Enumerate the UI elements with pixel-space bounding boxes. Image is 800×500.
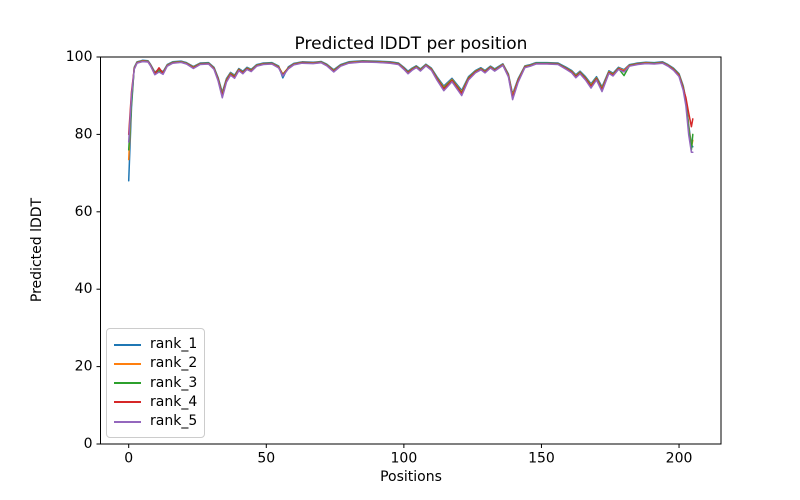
plot-border (100, 56, 722, 445)
legend-line-sample (114, 401, 141, 404)
legend-item-rank_1: rank_1 (114, 335, 198, 354)
legend-label: rank_4 (150, 393, 198, 410)
legend-item-rank_4: rank_4 (114, 393, 198, 412)
legend-label: rank_3 (150, 374, 198, 391)
legend-label: rank_5 (150, 413, 198, 429)
x-tick-label: 200 (666, 451, 693, 467)
x-tick-label: 150 (528, 451, 555, 467)
y-tick-label: 20 (75, 359, 93, 375)
legend-label: rank_1 (150, 336, 198, 352)
x-tick-label: 100 (391, 451, 418, 467)
y-tick-label: 100 (66, 49, 93, 65)
legend-item-rank_5: rank_5 (114, 412, 198, 431)
x-axis-label: Positions (380, 469, 442, 485)
legend-line-sample (114, 343, 141, 346)
y-tick-label: 0 (84, 436, 93, 452)
x-tick-label: 0 (124, 451, 133, 467)
legend-line-sample (114, 362, 141, 365)
series-line-rank_5 (127, 60, 694, 153)
legend: rank_1 rank_2 rank_3 rank_4 rank_5 (106, 328, 205, 438)
legend-item-rank_3: rank_3 (114, 374, 198, 393)
y-tick-label: 60 (75, 204, 93, 220)
y-tick-label: 40 (75, 281, 93, 297)
y-tick-label: 80 (75, 126, 93, 142)
legend-label: rank_2 (150, 355, 198, 372)
legend-line-sample (114, 420, 141, 423)
legend-item-rank_2: rank_2 (114, 354, 198, 373)
y-axis-label: Predicted lDDT (29, 197, 45, 303)
x-tick-label: 50 (257, 451, 275, 467)
legend-line-sample (114, 382, 141, 384)
chart-title: Predicted lDDT per position (294, 34, 528, 54)
series-line-rank_1 (127, 59, 694, 182)
